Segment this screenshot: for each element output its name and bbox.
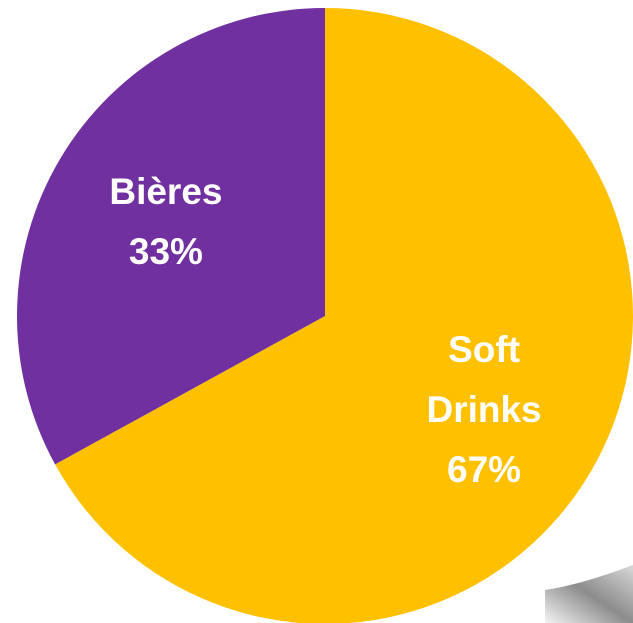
pie-slice <box>55 8 633 623</box>
slice-label: Bières 33% <box>91 162 241 282</box>
value-label: 33% <box>128 230 203 272</box>
pie-slice <box>16 8 325 465</box>
category-label: Soft Drinks <box>426 329 542 431</box>
page-curl <box>545 565 633 623</box>
slice-label: Soft Drinks 67% <box>409 320 559 500</box>
category-label: Bières <box>109 170 223 212</box>
value-label: 67% <box>447 449 522 491</box>
